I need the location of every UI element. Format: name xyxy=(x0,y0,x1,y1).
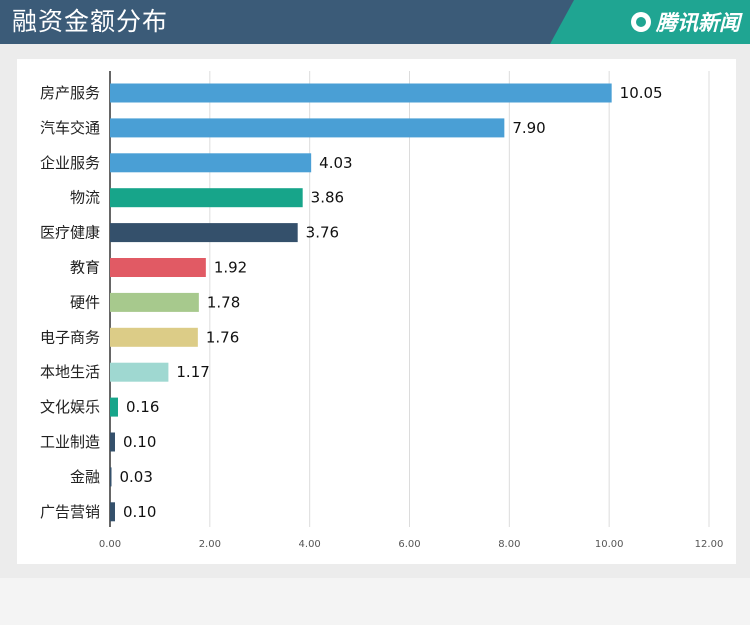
category-label: 医疗健康 xyxy=(40,224,100,242)
x-tick-label: 10.00 xyxy=(595,539,624,550)
tencent-news-logo-icon xyxy=(631,12,651,32)
bar xyxy=(110,258,206,277)
category-label: 工业制造 xyxy=(40,433,100,451)
bar-chart: 0.00 2.00 4.00 6.00 8.00 10.00 12.00 房产服务 10.05 汽… xyxy=(40,71,724,550)
bar xyxy=(110,118,505,138)
bar xyxy=(110,502,115,522)
data-label: 3.76 xyxy=(306,224,339,242)
bar xyxy=(110,153,312,173)
bar xyxy=(110,327,198,347)
bar xyxy=(110,292,199,312)
data-label: 10.05 xyxy=(620,84,663,102)
data-label: 0.10 xyxy=(123,433,156,451)
x-tick-label: 2.00 xyxy=(199,539,221,550)
x-tick-label: 0.00 xyxy=(99,539,121,550)
data-label: 0.16 xyxy=(126,398,159,416)
data-label: 4.03 xyxy=(319,154,352,172)
bar xyxy=(110,83,612,103)
category-label: 本地生活 xyxy=(40,363,100,381)
category-label: 房产服务 xyxy=(40,84,100,102)
bar xyxy=(110,362,169,382)
category-label: 金融 xyxy=(70,468,100,486)
page-title: 融资金额分布 xyxy=(12,7,169,36)
x-tick-label: 8.00 xyxy=(498,539,520,550)
x-tick-label: 6.00 xyxy=(398,539,420,550)
category-label: 企业服务 xyxy=(40,154,100,172)
category-label: 广告营销 xyxy=(40,503,100,521)
bar xyxy=(110,467,112,487)
x-tick-label: 4.00 xyxy=(299,539,321,550)
category-label: 物流 xyxy=(70,189,100,207)
category-label: 文化娱乐 xyxy=(40,398,100,416)
brand-name: 腾讯新闻 xyxy=(656,11,740,35)
category-label: 汽车交通 xyxy=(40,119,100,137)
bottom-strip xyxy=(0,578,750,625)
data-label: 3.86 xyxy=(311,189,344,207)
bar xyxy=(110,432,115,452)
bar xyxy=(110,188,303,208)
data-label: 1.92 xyxy=(214,259,247,277)
category-label: 电子商务 xyxy=(40,328,100,346)
data-label: 0.03 xyxy=(119,468,152,486)
brand: 腾讯新闻 xyxy=(631,8,740,36)
chart-card: 0.00 2.00 4.00 6.00 8.00 10.00 12.00 房产服务 10.05 汽… xyxy=(17,59,736,564)
category-label: 教育 xyxy=(70,259,100,277)
data-label: 1.78 xyxy=(207,293,240,311)
data-label: 7.90 xyxy=(512,119,545,137)
bar xyxy=(110,397,118,417)
data-label: 1.17 xyxy=(176,363,209,381)
data-label: 0.10 xyxy=(123,503,156,521)
header-bar: 融资金额分布 腾讯新闻 xyxy=(0,0,750,44)
x-tick-label: 12.00 xyxy=(695,539,724,550)
data-label: 1.76 xyxy=(206,328,239,346)
bar xyxy=(110,223,298,243)
category-label: 硬件 xyxy=(70,293,100,311)
